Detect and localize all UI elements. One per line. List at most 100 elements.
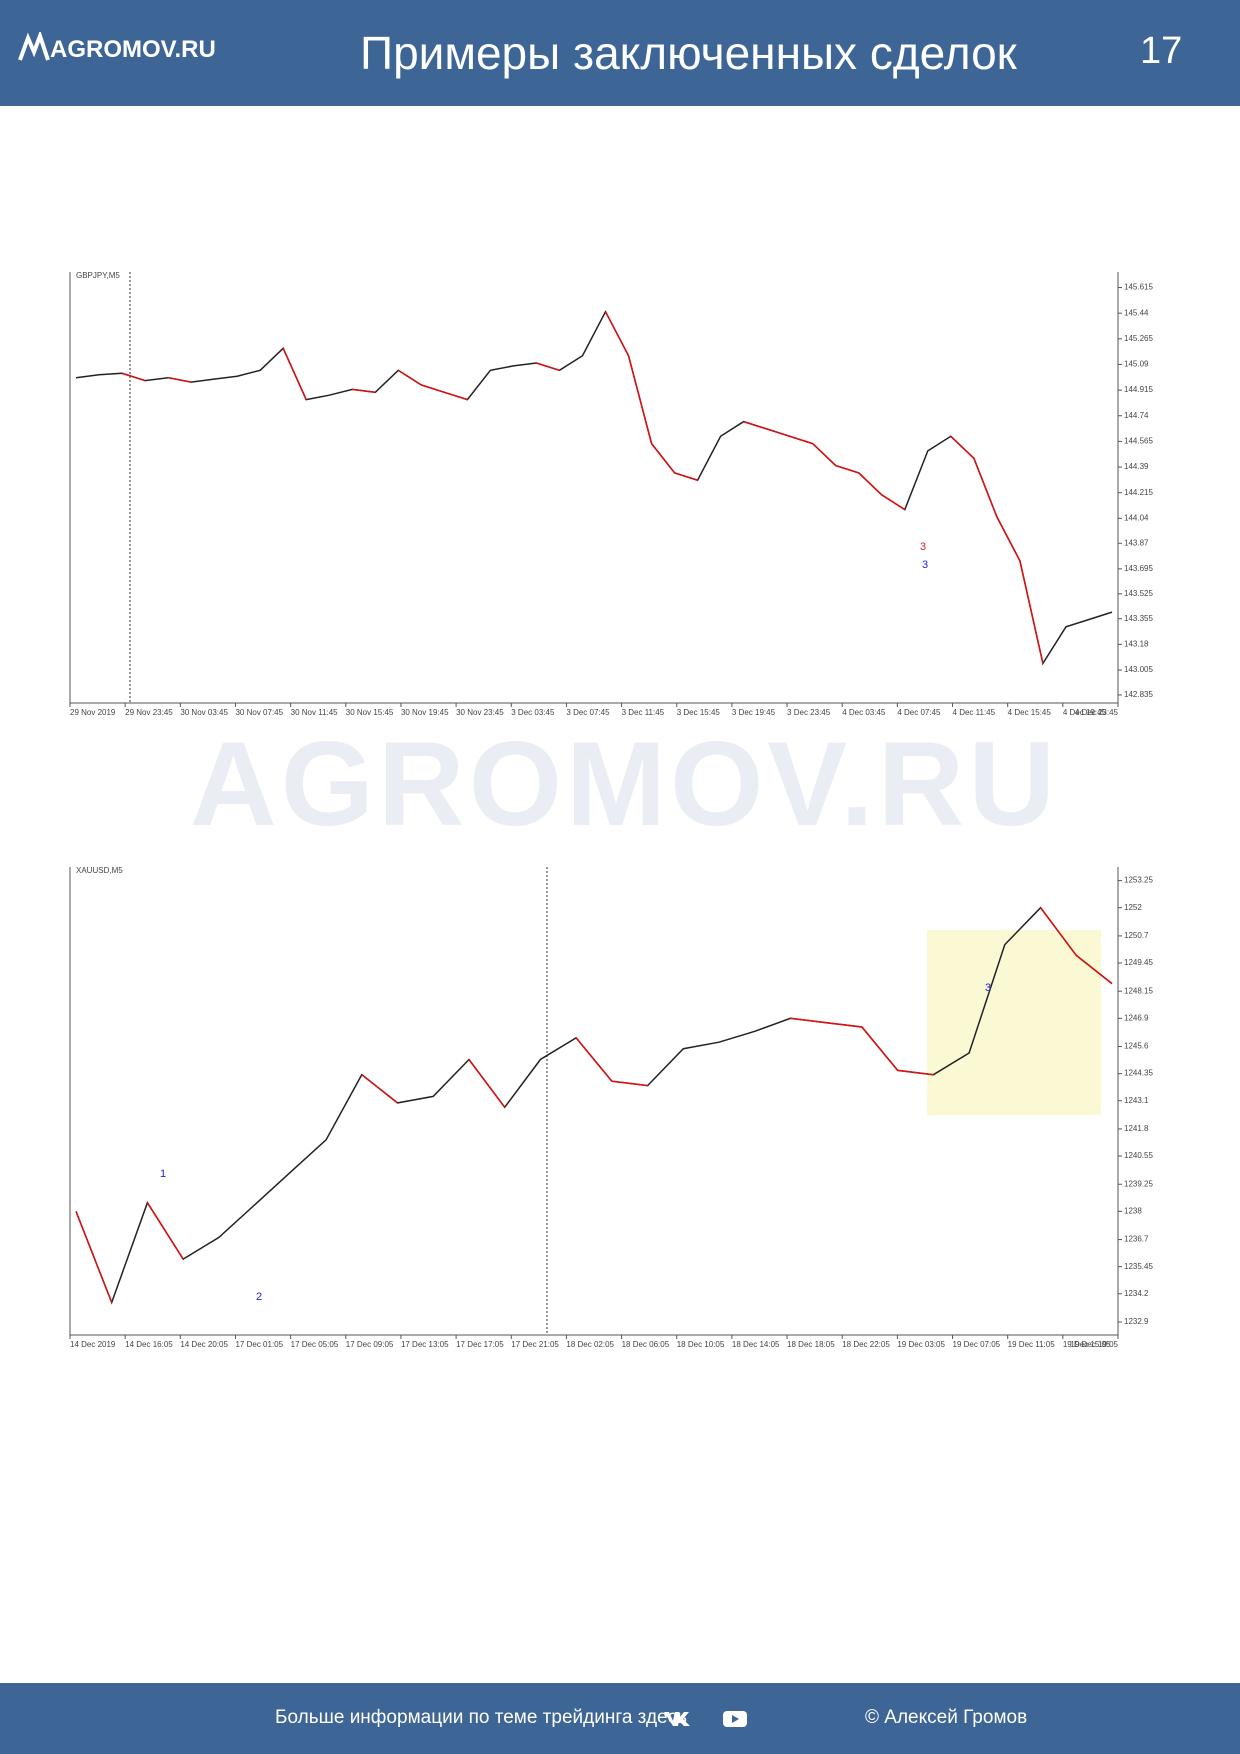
x-tick-label: 4 Dec 07:45	[897, 708, 941, 717]
x-tick-label: 4 Dec 19:45	[1063, 708, 1107, 717]
down-move	[812, 443, 837, 467]
x-tick-label: 3 Dec 07:45	[566, 708, 610, 717]
down-move	[282, 348, 307, 400]
x-tick-label: 14 Dec 16:05	[125, 1340, 173, 1349]
x-tick-label: 4 Dec 11:45	[953, 708, 996, 717]
price-line	[75, 310, 1113, 666]
down-move	[536, 362, 560, 372]
down-move	[650, 443, 676, 474]
annotation: 3	[985, 982, 991, 994]
annotation: 3	[920, 541, 926, 553]
y-tick-label: 1252	[1124, 903, 1142, 912]
down-move	[743, 420, 767, 430]
chart-title: XAUUSD,M5	[76, 866, 123, 875]
x-tick-label: 18 Dec 02:05	[566, 1340, 614, 1349]
logo-icon	[18, 32, 50, 61]
x-tick-label: 19 Dec 15:05	[1063, 1340, 1111, 1349]
x-tick-label: 3 Dec 11:45	[622, 708, 665, 717]
y-tick-label: 1238	[1124, 1206, 1142, 1215]
y-tick-label: 145.44	[1124, 308, 1149, 317]
down-move	[167, 376, 192, 383]
down-move	[826, 1021, 863, 1028]
x-tick-label: 18 Dec 22:05	[842, 1340, 890, 1349]
page-number: 17	[1140, 30, 1183, 72]
y-tick-label: 1244.35	[1124, 1069, 1153, 1078]
x-tick-label: 30 Nov 15:45	[346, 708, 394, 717]
down-move	[996, 516, 1021, 562]
x-tick-label: 17 Dec 09:05	[346, 1340, 394, 1349]
x-tick-label: 18 Dec 18:05	[787, 1340, 835, 1349]
down-move	[1039, 907, 1077, 956]
down-move	[397, 369, 422, 386]
down-move	[575, 1037, 613, 1082]
down-move	[611, 1080, 648, 1087]
down-move	[950, 435, 975, 459]
down-move	[835, 464, 859, 474]
y-tick-label: 145.615	[1124, 283, 1153, 292]
y-tick-label: 1246.9	[1124, 1013, 1149, 1022]
y-tick-label: 144.39	[1124, 462, 1149, 471]
logo: AGROMOV.RU	[50, 36, 216, 63]
x-tick-label: 18 Dec 14:05	[732, 1340, 780, 1349]
y-tick-label: 1249.45	[1124, 958, 1153, 967]
down-move	[121, 372, 146, 382]
x-tick-label: 29 Nov 2019	[70, 708, 116, 717]
y-tick-label: 144.74	[1124, 411, 1149, 420]
down-move	[146, 1202, 184, 1260]
y-tick-label: 1239.25	[1124, 1179, 1153, 1188]
x-tick-label: 3 Dec 15:45	[677, 708, 721, 717]
highlight	[927, 930, 1101, 1115]
watermark: AGROMOV.RU	[190, 717, 1059, 851]
x-tick-label: 18 Dec 10:05	[677, 1340, 725, 1349]
y-tick-label: 1232.9	[1124, 1317, 1149, 1326]
down-move	[861, 1026, 899, 1071]
y-tick-label: 143.005	[1124, 665, 1153, 674]
y-tick-label: 1236.7	[1124, 1235, 1149, 1244]
x-tick-label: 4 Dec 23:45	[1075, 708, 1119, 717]
y-tick-label: 145.265	[1124, 334, 1153, 343]
y-tick-label: 144.215	[1124, 488, 1153, 497]
annotation: 1	[160, 1168, 166, 1180]
x-tick-label: 19 Dec 03:05	[897, 1340, 945, 1349]
x-tick-label: 17 Dec 01:05	[235, 1340, 283, 1349]
x-tick-label: 17 Dec 17:05	[456, 1340, 504, 1349]
y-tick-label: 1235.45	[1124, 1262, 1153, 1271]
x-tick-label: 29 Nov 23:45	[125, 708, 173, 717]
x-tick-label: 30 Nov 23:45	[456, 708, 504, 717]
y-tick-label: 1250.7	[1124, 931, 1149, 940]
x-tick-label: 19 Dec 11:05	[1008, 1340, 1056, 1349]
x-tick-label: 4 Dec 03:45	[842, 708, 886, 717]
vk-icon[interactable]	[663, 1709, 693, 1729]
down-move	[468, 1059, 506, 1108]
x-tick-label: 4 Dec 15:45	[1008, 708, 1052, 717]
x-tick-label: 19 Dec 19:05	[1070, 1340, 1118, 1349]
down-move	[421, 384, 445, 394]
down-move	[789, 435, 813, 445]
chart: XAUUSD,M5 1253.25 1252 1250.7 1249.45 1248.15…	[69, 866, 1153, 1349]
y-tick-label: 145.09	[1124, 360, 1149, 369]
down-move	[881, 494, 906, 511]
y-tick-label: 143.18	[1124, 639, 1149, 648]
y-tick-label: 1240.55	[1124, 1151, 1153, 1160]
down-move	[444, 391, 468, 401]
x-tick-label: 14 Dec 20:05	[180, 1340, 228, 1349]
x-tick-label: 14 Dec 2019	[70, 1340, 116, 1349]
y-tick-label: 1243.1	[1124, 1096, 1149, 1105]
y-tick-label: 144.915	[1124, 385, 1153, 394]
y-tick-label: 143.525	[1124, 589, 1153, 598]
y-tick-label: 143.695	[1124, 564, 1153, 573]
down-move	[858, 472, 883, 496]
x-tick-label: 30 Nov 11:45	[291, 708, 339, 717]
youtube-icon[interactable]	[722, 1709, 748, 1729]
y-tick-label: 1241.8	[1124, 1124, 1149, 1133]
header: AGROMOV.RU Примеры заключенных сделок 17	[0, 0, 1240, 106]
annotation: 3	[922, 559, 928, 571]
y-tick-label: 1234.2	[1124, 1289, 1149, 1298]
y-tick-label: 1245.6	[1124, 1042, 1149, 1051]
down-move	[627, 355, 653, 444]
x-tick-label: 17 Dec 05:05	[291, 1340, 339, 1349]
y-tick-label: 142.835	[1124, 690, 1153, 699]
down-move	[352, 388, 376, 394]
x-tick-label: 30 Nov 03:45	[180, 708, 228, 717]
